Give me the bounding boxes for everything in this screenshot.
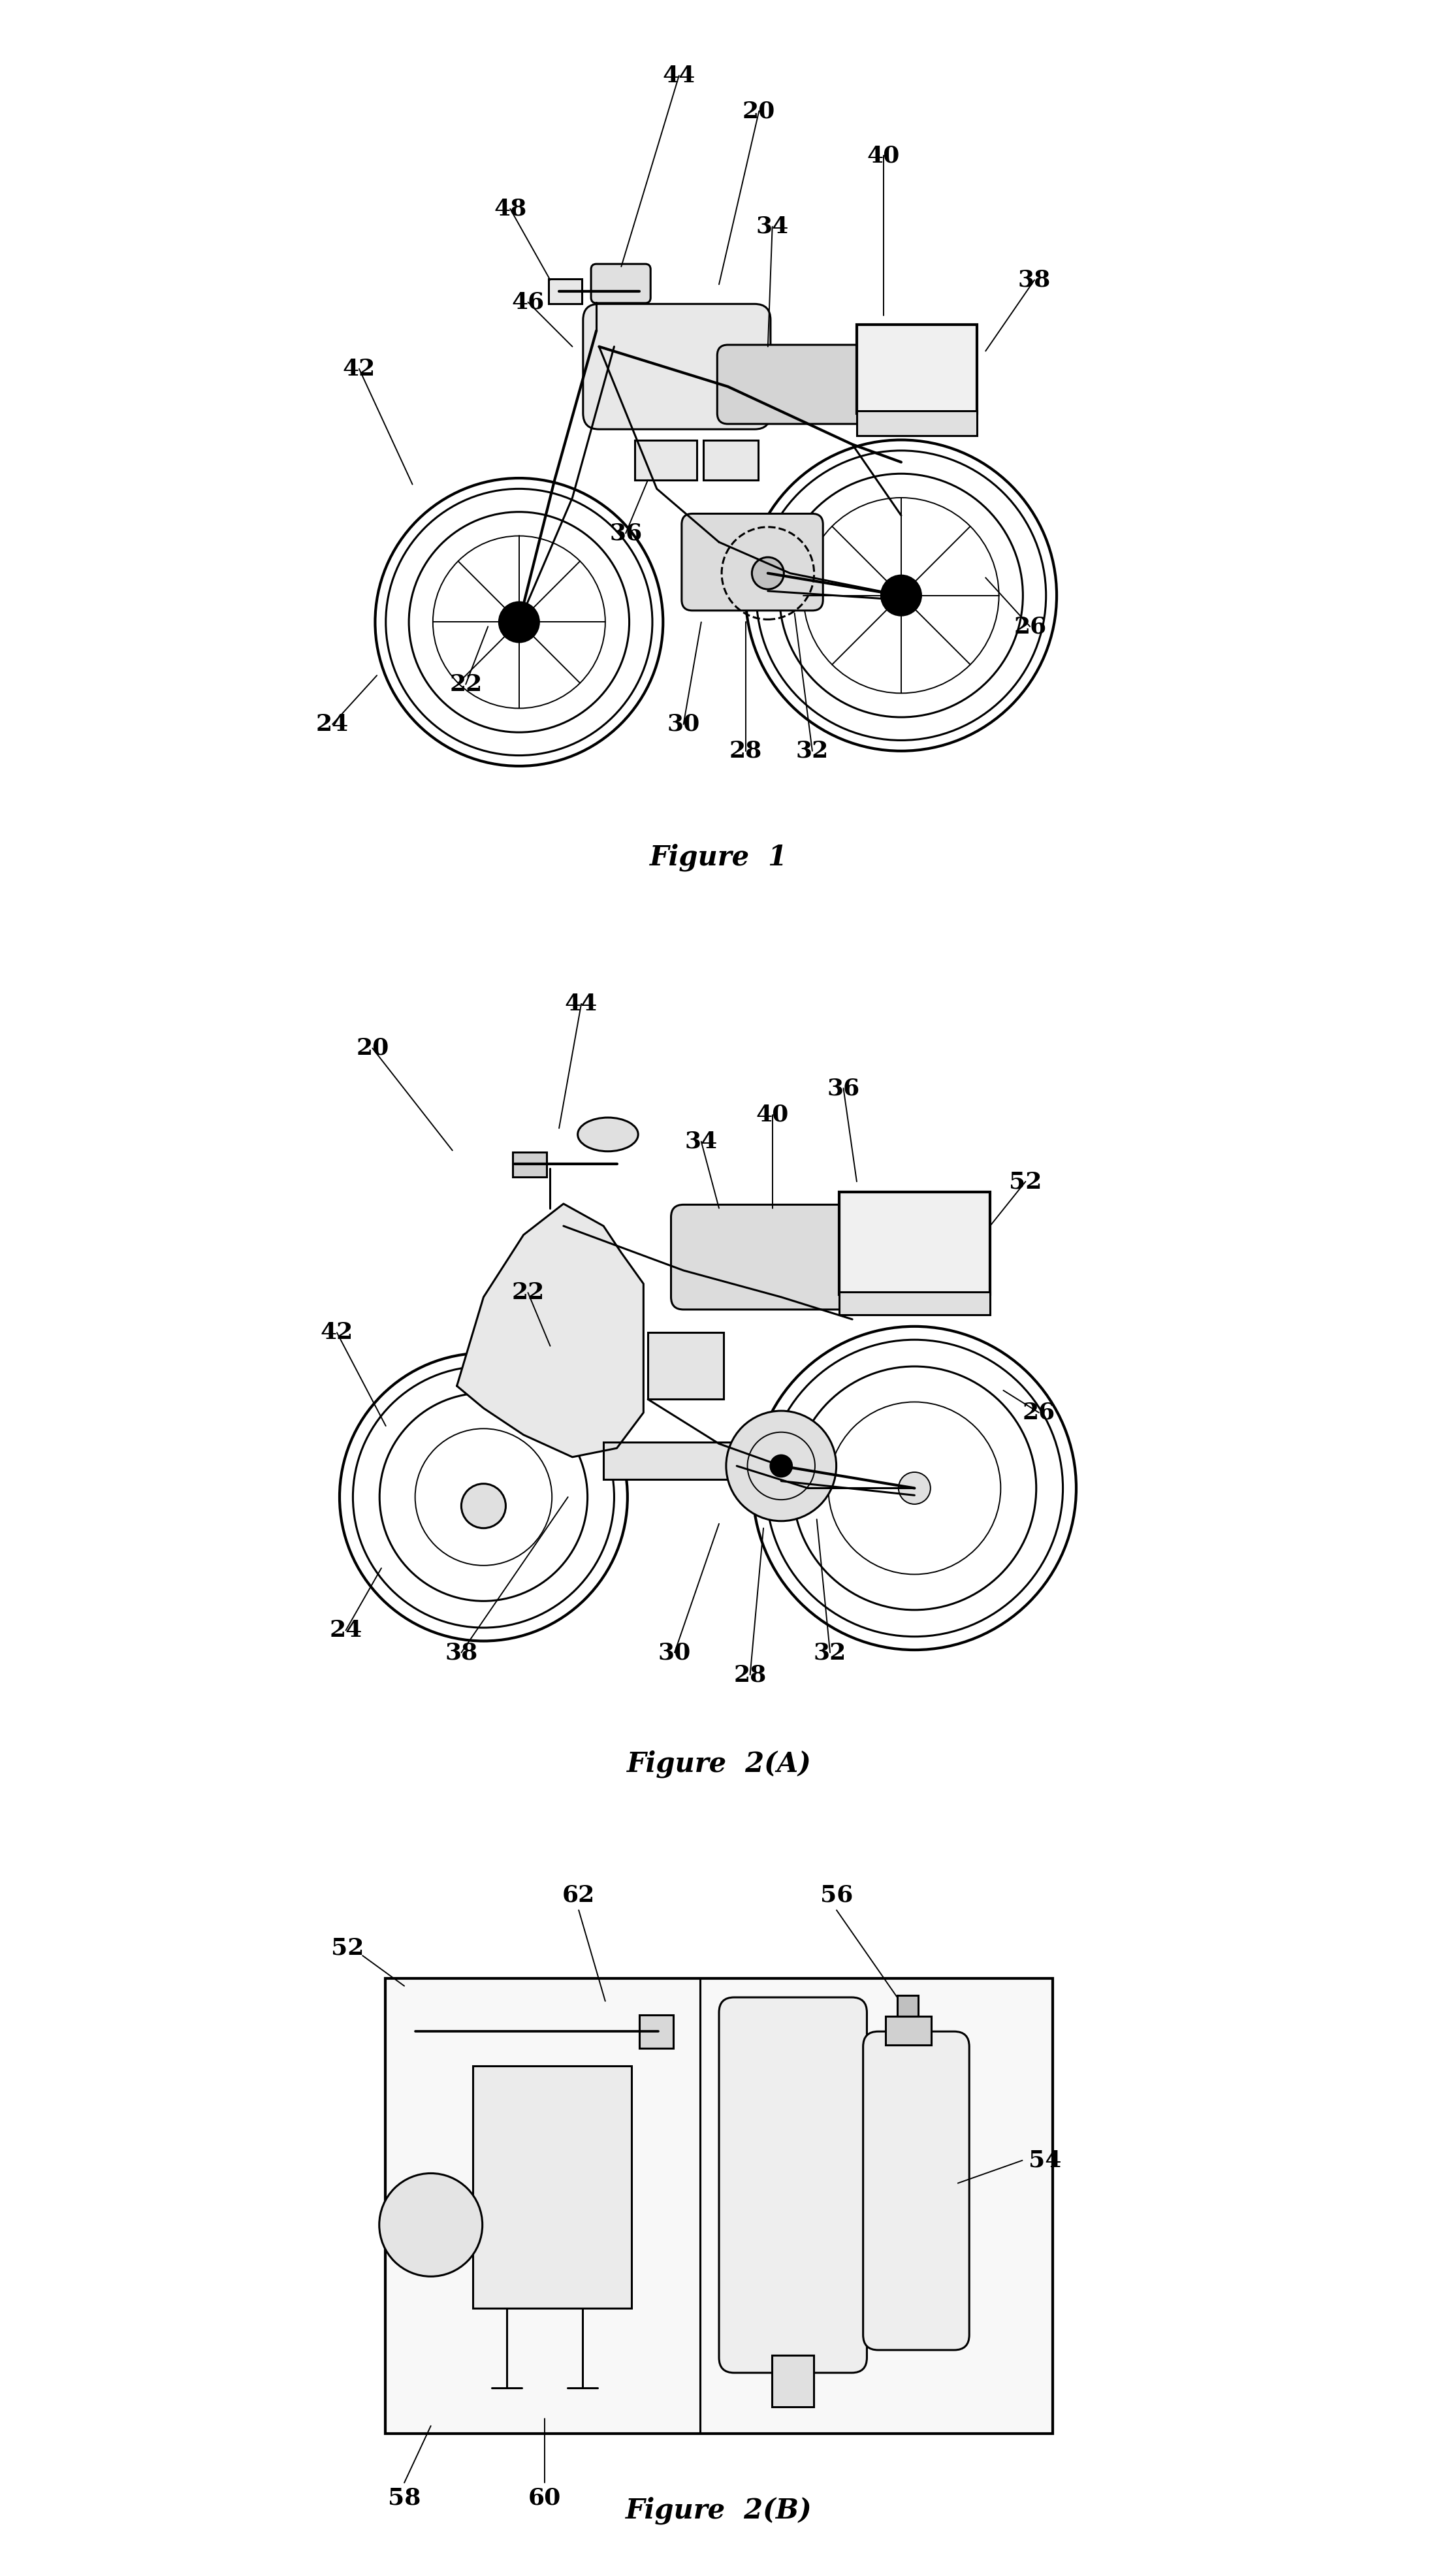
Text: Figure  2(A): Figure 2(A) bbox=[627, 1749, 811, 1777]
Circle shape bbox=[380, 2174, 482, 2277]
Ellipse shape bbox=[578, 1118, 638, 1151]
Text: 20: 20 bbox=[742, 100, 775, 121]
Text: 38: 38 bbox=[1018, 268, 1051, 291]
Bar bbox=[886, 2017, 932, 2045]
FancyBboxPatch shape bbox=[591, 263, 650, 304]
Text: 40: 40 bbox=[867, 144, 900, 167]
Circle shape bbox=[881, 577, 920, 616]
Text: Figure  1: Figure 1 bbox=[650, 845, 788, 871]
Text: 32: 32 bbox=[814, 1641, 847, 1664]
Text: 56: 56 bbox=[820, 1883, 853, 1906]
FancyBboxPatch shape bbox=[718, 345, 903, 425]
Polygon shape bbox=[457, 1203, 643, 1458]
Circle shape bbox=[771, 1455, 792, 1476]
Text: 26: 26 bbox=[1022, 1401, 1055, 1425]
Text: 20: 20 bbox=[357, 1038, 388, 1059]
Text: 26: 26 bbox=[1014, 616, 1047, 639]
FancyBboxPatch shape bbox=[682, 513, 823, 611]
Text: 44: 44 bbox=[565, 992, 598, 1015]
Text: 24: 24 bbox=[329, 1620, 362, 1641]
Text: 36: 36 bbox=[827, 1077, 860, 1100]
Circle shape bbox=[499, 603, 539, 641]
Text: 52: 52 bbox=[1009, 1170, 1043, 1193]
Text: 34: 34 bbox=[756, 216, 788, 237]
Bar bbox=[838, 1193, 989, 1293]
Text: 30: 30 bbox=[667, 714, 700, 734]
Text: 34: 34 bbox=[684, 1131, 718, 1151]
Text: 58: 58 bbox=[388, 2486, 421, 2509]
Text: 40: 40 bbox=[756, 1103, 789, 1126]
Text: 44: 44 bbox=[663, 64, 696, 88]
Bar bbox=[604, 1443, 741, 1479]
Text: 28: 28 bbox=[733, 1664, 766, 1685]
Text: 24: 24 bbox=[316, 714, 349, 734]
Text: 52: 52 bbox=[331, 1937, 364, 1960]
Circle shape bbox=[462, 1484, 506, 1528]
Text: 46: 46 bbox=[512, 291, 545, 314]
Text: 42: 42 bbox=[321, 1321, 354, 1345]
FancyBboxPatch shape bbox=[719, 1996, 867, 2372]
Text: 48: 48 bbox=[493, 198, 526, 219]
Text: 54: 54 bbox=[1028, 2148, 1061, 2172]
Text: 30: 30 bbox=[659, 1641, 692, 1664]
Text: 36: 36 bbox=[610, 523, 643, 544]
FancyBboxPatch shape bbox=[582, 304, 771, 430]
Text: 22: 22 bbox=[512, 1280, 545, 1303]
Bar bbox=[838, 1291, 989, 1314]
Circle shape bbox=[899, 1471, 930, 1504]
Bar bbox=[473, 2066, 631, 2308]
Bar bbox=[640, 2014, 673, 2048]
Bar bbox=[897, 1994, 919, 2017]
Text: 32: 32 bbox=[795, 739, 828, 762]
Text: 42: 42 bbox=[342, 358, 375, 379]
Text: 62: 62 bbox=[562, 1883, 595, 1906]
Bar bbox=[857, 410, 976, 435]
Text: 22: 22 bbox=[449, 672, 482, 696]
Text: 60: 60 bbox=[528, 2486, 561, 2509]
Bar bbox=[703, 440, 758, 479]
Bar bbox=[634, 440, 697, 479]
Bar bbox=[548, 278, 582, 304]
Bar bbox=[857, 325, 976, 412]
Bar bbox=[385, 1978, 1053, 2434]
Bar bbox=[513, 1151, 546, 1177]
Text: 38: 38 bbox=[444, 1641, 477, 1664]
Bar bbox=[772, 2354, 814, 2406]
Text: 28: 28 bbox=[729, 739, 762, 762]
Text: Figure  2(B): Figure 2(B) bbox=[626, 2496, 812, 2524]
FancyBboxPatch shape bbox=[672, 1206, 879, 1309]
Circle shape bbox=[752, 556, 784, 590]
Bar bbox=[649, 1332, 723, 1399]
FancyBboxPatch shape bbox=[863, 2032, 969, 2349]
Circle shape bbox=[726, 1412, 837, 1520]
